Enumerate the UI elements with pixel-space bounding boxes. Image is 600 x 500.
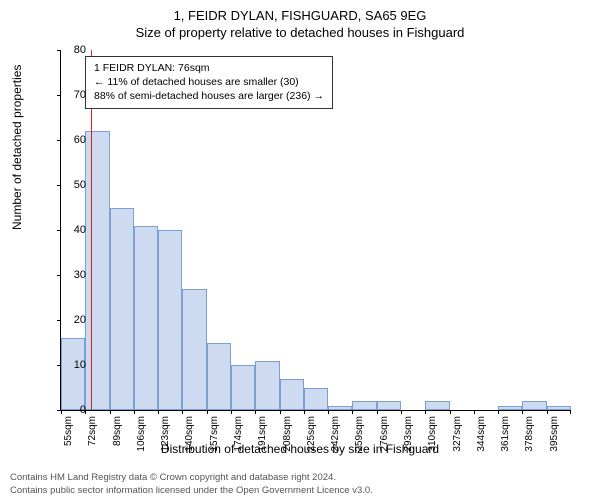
y-tick-label: 0 <box>56 404 86 416</box>
x-tick-mark <box>304 410 305 414</box>
x-tick-label: 140sqm <box>184 416 195 452</box>
annotation-box: 1 FEIDR DYLAN: 76sqm ← 11% of detached h… <box>85 56 333 109</box>
x-tick-label: 225sqm <box>306 416 317 452</box>
x-tick-label: 327sqm <box>452 416 463 452</box>
x-tick-mark <box>425 410 426 414</box>
x-tick-mark <box>474 410 475 414</box>
histogram-bar <box>61 338 85 410</box>
x-tick-label: 378sqm <box>524 416 535 452</box>
histogram-bar <box>425 401 449 410</box>
x-tick-mark <box>207 410 208 414</box>
x-tick-label: 157sqm <box>209 416 220 452</box>
x-tick-label: 395sqm <box>549 416 560 452</box>
annotation-line-2: ← 11% of detached houses are smaller (30… <box>94 75 324 89</box>
x-tick-mark <box>498 410 499 414</box>
y-tick-label: 60 <box>56 134 86 146</box>
title-line-1: 1, FEIDR DYLAN, FISHGUARD, SA65 9EG <box>0 0 600 23</box>
x-tick-mark <box>450 410 451 414</box>
histogram-bar <box>522 401 546 410</box>
x-tick-label: 106sqm <box>136 416 147 452</box>
x-tick-label: 293sqm <box>403 416 414 452</box>
x-tick-label: 361sqm <box>500 416 511 452</box>
footer-line-1: Contains HM Land Registry data © Crown c… <box>10 472 373 484</box>
x-tick-mark <box>231 410 232 414</box>
histogram-bar <box>377 401 401 410</box>
y-tick-label: 40 <box>56 224 86 236</box>
x-tick-mark <box>328 410 329 414</box>
histogram-bar <box>547 406 571 411</box>
histogram-bar <box>110 208 134 411</box>
histogram-bar <box>280 379 304 411</box>
x-tick-label: 174sqm <box>233 416 244 452</box>
histogram-bar <box>231 365 255 410</box>
y-tick-label: 10 <box>56 359 86 371</box>
x-tick-mark <box>255 410 256 414</box>
histogram-bar <box>498 406 522 411</box>
histogram-bar <box>352 401 376 410</box>
x-tick-mark <box>134 410 135 414</box>
x-tick-mark <box>377 410 378 414</box>
y-tick-label: 30 <box>56 269 86 281</box>
footer-text: Contains HM Land Registry data © Crown c… <box>10 472 373 497</box>
x-tick-label: 242sqm <box>330 416 341 452</box>
x-tick-label: 55sqm <box>63 416 74 446</box>
x-tick-label: 259sqm <box>354 416 365 452</box>
x-tick-mark <box>570 410 571 414</box>
y-tick-label: 80 <box>56 44 86 56</box>
histogram-bar <box>158 230 182 410</box>
x-tick-label: 123sqm <box>160 416 171 452</box>
histogram-bar <box>134 226 158 411</box>
x-tick-label: 191sqm <box>257 416 268 452</box>
x-tick-mark <box>352 410 353 414</box>
x-tick-mark <box>547 410 548 414</box>
y-tick-label: 20 <box>56 314 86 326</box>
x-tick-label: 276sqm <box>379 416 390 452</box>
histogram-bar <box>207 343 231 411</box>
x-tick-mark <box>182 410 183 414</box>
x-tick-label: 344sqm <box>476 416 487 452</box>
chart-container: 1, FEIDR DYLAN, FISHGUARD, SA65 9EG Size… <box>0 0 600 500</box>
x-tick-mark <box>158 410 159 414</box>
histogram-bar <box>304 388 328 411</box>
x-tick-mark <box>522 410 523 414</box>
histogram-bar <box>85 131 109 410</box>
x-tick-label: 208sqm <box>282 416 293 452</box>
y-tick-label: 70 <box>56 89 86 101</box>
x-tick-mark <box>110 410 111 414</box>
histogram-bar <box>255 361 279 411</box>
y-axis-label: Number of detached properties <box>10 65 24 230</box>
x-tick-label: 310sqm <box>427 416 438 452</box>
x-tick-mark <box>280 410 281 414</box>
title-line-2: Size of property relative to detached ho… <box>0 23 600 40</box>
x-tick-label: 89sqm <box>112 416 123 446</box>
footer-line-2: Contains public sector information licen… <box>10 485 373 497</box>
y-tick-label: 50 <box>56 179 86 191</box>
annotation-line-3: 88% of semi-detached houses are larger (… <box>94 89 324 103</box>
x-tick-label: 72sqm <box>87 416 98 446</box>
histogram-bar <box>328 406 352 411</box>
histogram-bar <box>182 289 206 411</box>
annotation-line-1: 1 FEIDR DYLAN: 76sqm <box>94 61 324 75</box>
x-tick-mark <box>401 410 402 414</box>
